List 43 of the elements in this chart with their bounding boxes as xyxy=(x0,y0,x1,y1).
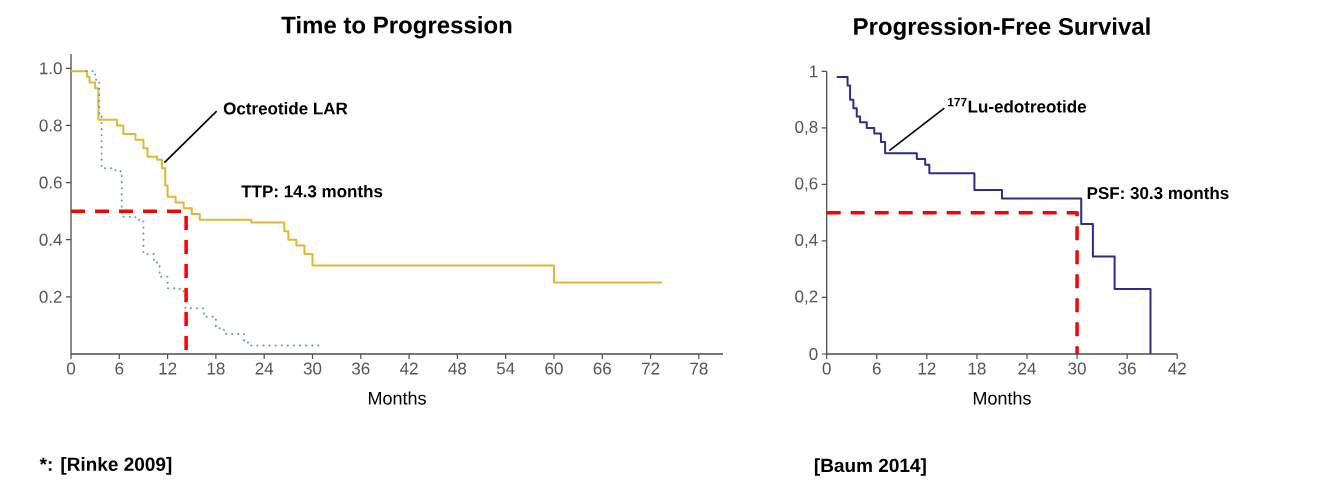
x-axis-title: Months xyxy=(368,391,426,405)
x-tick-label: 36 xyxy=(1118,362,1136,375)
x-tick-label: 6 xyxy=(115,362,124,375)
x-tick-label: 60 xyxy=(545,362,563,375)
chart-title: Time to Progression xyxy=(281,15,512,39)
x-tick-label: 78 xyxy=(690,362,708,375)
x-tick-label: 0 xyxy=(822,362,831,375)
y-tick-label: 1 xyxy=(810,65,818,78)
y-tick-label: 0,6 xyxy=(795,177,818,192)
x-tick-label: 6 xyxy=(872,362,881,375)
x-axis-title: Months xyxy=(973,391,1031,405)
x-tick-label: 48 xyxy=(448,362,467,375)
y-tick-label: 0,2 xyxy=(795,290,818,305)
y-tick-label: 0.8 xyxy=(39,119,62,132)
x-tick-label: 66 xyxy=(593,362,611,375)
x-tick-label: 30 xyxy=(303,362,322,375)
y-tick-label: 0.6 xyxy=(39,176,62,189)
y-tick-label: 0.2 xyxy=(39,290,62,303)
chart-title: Progression-Free Survival xyxy=(854,17,1150,40)
y-tick-label: 0.4 xyxy=(39,233,62,246)
x-tick-label: 36 xyxy=(351,362,370,375)
y-tick-label: 1.0 xyxy=(40,62,62,75)
x-tick-label: 42 xyxy=(1168,362,1186,375)
y-tick-label: 0 xyxy=(809,347,818,361)
y-tick-label: 0,4 xyxy=(795,233,818,248)
x-tick-label: 72 xyxy=(641,362,660,375)
text: *: [Rinke 2009] xyxy=(39,457,172,475)
text: [Baum 2014] xyxy=(814,458,926,476)
x-tick-label: 24 xyxy=(1018,362,1036,375)
x-tick-label: 18 xyxy=(207,362,225,375)
x-tick-label: 18 xyxy=(968,362,986,375)
x-tick-label: 12 xyxy=(159,362,177,375)
text: $^{177}$Lu-edotreotide xyxy=(947,97,1087,113)
y-tick-label: 0,8 xyxy=(795,120,818,135)
annotation: TTP: 14.3 months xyxy=(241,184,383,198)
annotation: PSF: 30.3 months xyxy=(1087,186,1229,200)
x-tick-label: 54 xyxy=(496,362,515,375)
x-tick-label: 0 xyxy=(66,362,76,375)
x-tick-label: 24 xyxy=(255,362,274,375)
x-tick-label: 30 xyxy=(1068,362,1086,375)
x-tick-label: 12 xyxy=(918,362,936,375)
text: Octreotide LAR xyxy=(223,102,348,115)
x-tick-label: 42 xyxy=(400,362,418,375)
